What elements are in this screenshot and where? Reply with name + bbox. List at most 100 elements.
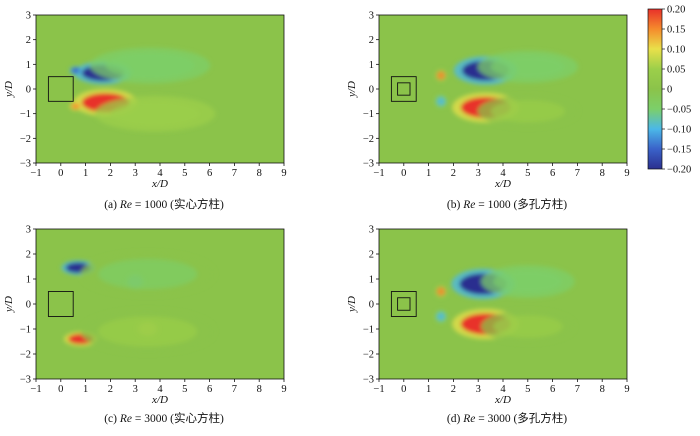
- colorbar-tick-label: −0.15: [667, 145, 691, 156]
- x-tick-label: 4: [157, 384, 163, 395]
- x-tick-label: 6: [207, 168, 212, 179]
- x-tick-label: 2: [108, 384, 113, 395]
- x-tick-label: −1: [30, 168, 41, 179]
- vortex-core: [490, 55, 565, 78]
- x-tick-label: 0: [58, 384, 63, 395]
- x-tick-label: −1: [30, 384, 41, 395]
- y-tick-label: 0: [369, 300, 374, 311]
- x-tick-label: 7: [232, 168, 237, 179]
- y-tick-label: 0: [26, 300, 31, 311]
- y-tick-label: −3: [20, 375, 31, 386]
- y-tick-label: −2: [20, 350, 31, 361]
- vortex-core: [490, 100, 565, 123]
- vortex-core: [436, 96, 446, 106]
- y-tick-label: −3: [363, 159, 374, 170]
- x-tick-label: 9: [281, 384, 286, 395]
- x-tick-label: 9: [624, 384, 629, 395]
- y-axis-label: y/D: [346, 81, 358, 98]
- x-tick-label: 2: [451, 384, 456, 395]
- x-tick-label: 7: [575, 168, 580, 179]
- x-tick-label: 1: [83, 168, 88, 179]
- y-tick-label: 3: [369, 225, 374, 236]
- x-tick-label: −1: [373, 168, 384, 179]
- y-tick-label: −1: [363, 325, 374, 336]
- vortex-core: [436, 70, 446, 80]
- colorbar-tick-label: 0.05: [667, 65, 685, 76]
- x-tick-label: 2: [451, 168, 456, 179]
- x-tick-label: 1: [83, 384, 88, 395]
- y-tick-label: 1: [369, 275, 374, 286]
- x-tick-label: 4: [500, 384, 506, 395]
- vortex-core: [98, 316, 198, 347]
- x-tick-label: 0: [58, 168, 63, 179]
- vortex-core: [436, 287, 446, 296]
- colorbar-gradient: [647, 8, 663, 170]
- y-tick-label: 1: [26, 275, 31, 286]
- plot-background: [379, 15, 627, 163]
- panel-b: −1 0 1 2 3 4 5 6 7 8 9 −3 −2 −1 0 1 2 3 x/D y/D (b) Re = 100…: [346, 11, 630, 212]
- square-cylinder-outline: [390, 291, 417, 317]
- y-axis-label: y/D: [3, 296, 15, 313]
- x-tick-label: 4: [157, 168, 163, 179]
- square-cylinder-outline: [47, 291, 74, 317]
- colorbar-tick-label: 0.15: [667, 25, 685, 36]
- square-cylinder-outline: [47, 76, 74, 102]
- x-tick-label: 3: [476, 384, 481, 395]
- y-tick-label: 3: [26, 11, 31, 22]
- y-tick-label: −1: [363, 109, 374, 120]
- y-tick-label: 3: [26, 225, 31, 236]
- panel-a: −1 0 1 2 3 4 5 6 7 8 9 −3 −2 −1 0 1 2 3 x/D y/D (a) Re = 100…: [3, 11, 287, 212]
- porous-inner-outline: [397, 297, 411, 311]
- colorbar: 0.20 0.15 0.10 0.05 0 −0.05 −0.10 −0.15 −0.20: [647, 5, 691, 176]
- y-tick-label: 0: [369, 85, 374, 96]
- colorbar-tick-label: 0.20: [667, 5, 685, 16]
- y-tick-label: 2: [369, 35, 374, 46]
- x-tick-label: 8: [257, 168, 262, 179]
- x-tick-label: 6: [550, 168, 555, 179]
- plot-background: [379, 229, 627, 379]
- x-tick-label: 5: [525, 384, 530, 395]
- x-axis-label: x/D: [151, 394, 168, 406]
- x-axis-label: x/D: [494, 178, 511, 190]
- panel-caption: (c) Re = 3000 (实心方柱): [104, 411, 224, 425]
- x-axis-label: x/D: [151, 178, 168, 190]
- vortex-core: [71, 103, 81, 110]
- colorbar-tick-label: −0.20: [667, 165, 691, 176]
- panel-caption: (b) Re = 1000 (多孔方柱): [447, 197, 567, 211]
- y-tick-label: 2: [369, 250, 374, 261]
- x-tick-label: 1: [426, 168, 431, 179]
- x-tick-label: 0: [401, 384, 406, 395]
- y-tick-label: 1: [369, 60, 374, 71]
- x-tick-label: 9: [281, 168, 286, 179]
- x-tick-label: 0: [401, 168, 406, 179]
- x-tick-label: 5: [182, 384, 187, 395]
- y-tick-label: 3: [369, 11, 374, 22]
- x-tick-label: 3: [476, 168, 481, 179]
- x-tick-label: 3: [133, 168, 138, 179]
- x-tick-label: 6: [207, 384, 212, 395]
- x-axis-label: x/D: [494, 394, 511, 406]
- panel-caption: (a) Re = 1000 (实心方柱): [104, 197, 224, 211]
- vortex-core: [71, 67, 81, 74]
- y-tick-label: 0: [26, 85, 31, 96]
- vortex-core: [105, 53, 195, 78]
- y-tick-label: 1: [26, 60, 31, 71]
- x-tick-label: 7: [575, 384, 580, 395]
- vortex-core: [493, 315, 563, 338]
- y-tick-label: −1: [20, 325, 31, 336]
- colorbar-tick-label: −0.05: [667, 105, 691, 116]
- x-tick-label: 1: [426, 384, 431, 395]
- x-tick-label: 8: [600, 384, 605, 395]
- plot-background: [36, 15, 284, 163]
- colorbar-tick-label: 0: [667, 85, 672, 96]
- y-tick-label: −2: [20, 134, 31, 145]
- colorbar-tick-label: 0.10: [667, 45, 685, 56]
- x-tick-label: 5: [525, 168, 530, 179]
- x-tick-label: 9: [624, 168, 629, 179]
- panel-d: −1 0 1 2 3 4 5 6 7 8 9 −3 −2 −1 0 1 2 3 x/D y/D (d) Re = 300…: [346, 225, 630, 426]
- vortex-core: [436, 312, 446, 321]
- x-tick-label: 2: [108, 168, 113, 179]
- y-tick-label: −3: [20, 159, 31, 170]
